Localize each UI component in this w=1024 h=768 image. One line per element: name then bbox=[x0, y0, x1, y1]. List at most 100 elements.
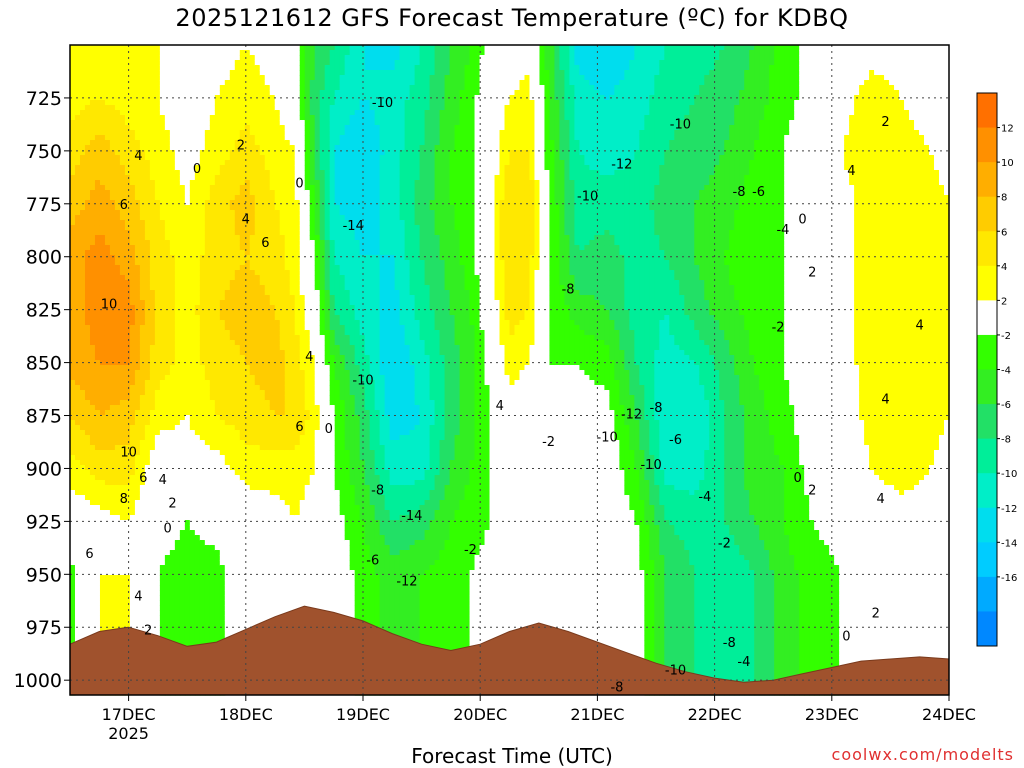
field-cell bbox=[149, 585, 156, 591]
field-cell bbox=[239, 505, 246, 511]
field-cell bbox=[174, 195, 181, 201]
field-cell bbox=[94, 190, 101, 196]
field-cell bbox=[174, 305, 181, 311]
field-cell bbox=[184, 170, 191, 176]
field-cell bbox=[159, 625, 166, 631]
field-cell bbox=[229, 80, 236, 86]
field-cell bbox=[84, 400, 91, 406]
field-cell bbox=[164, 130, 171, 136]
field-cell bbox=[114, 300, 121, 306]
field-cell bbox=[234, 605, 241, 611]
field-cell bbox=[139, 620, 146, 626]
field-cell bbox=[259, 290, 266, 296]
field-cell bbox=[179, 125, 186, 131]
field-cell bbox=[234, 100, 241, 106]
field-cell bbox=[74, 160, 81, 166]
field-cell bbox=[194, 615, 201, 621]
field-cell bbox=[114, 500, 121, 506]
field-cell bbox=[184, 260, 191, 266]
field-cell bbox=[119, 145, 126, 151]
field-cell bbox=[104, 200, 111, 206]
field-cell bbox=[79, 60, 86, 66]
field-cell bbox=[109, 65, 116, 71]
field-cell bbox=[89, 370, 96, 376]
field-cell bbox=[99, 255, 106, 261]
field-cell bbox=[189, 440, 196, 446]
field-cell bbox=[259, 195, 266, 201]
field-cell bbox=[199, 275, 206, 281]
field-cell bbox=[244, 120, 251, 126]
field-cell bbox=[159, 350, 166, 356]
field-cell bbox=[164, 530, 171, 536]
field-cell bbox=[134, 120, 141, 126]
field-cell bbox=[179, 530, 186, 536]
field-cell bbox=[194, 325, 201, 331]
field-cell bbox=[74, 210, 81, 216]
field-cell bbox=[254, 170, 261, 176]
field-cell bbox=[234, 445, 241, 451]
field-cell bbox=[174, 590, 181, 596]
field-cell bbox=[139, 255, 146, 261]
field-cell bbox=[119, 525, 126, 531]
field-cell bbox=[134, 495, 141, 501]
field-cell bbox=[114, 70, 121, 76]
field-cell bbox=[234, 485, 241, 491]
field-cell bbox=[189, 55, 196, 61]
field-cell bbox=[119, 260, 126, 266]
field-cell bbox=[224, 485, 231, 491]
field-cell bbox=[89, 450, 96, 456]
field-cell bbox=[159, 240, 166, 246]
field-cell bbox=[79, 210, 86, 216]
field-cell bbox=[164, 300, 171, 306]
field-cell bbox=[119, 105, 126, 111]
field-cell bbox=[84, 555, 91, 561]
field-cell bbox=[119, 415, 126, 421]
field-cell bbox=[164, 415, 171, 421]
field-cell bbox=[104, 70, 111, 76]
field-cell bbox=[114, 405, 121, 411]
field-cell bbox=[214, 600, 221, 606]
field-cell bbox=[154, 430, 161, 436]
field-cell bbox=[109, 325, 116, 331]
field-cell bbox=[104, 410, 111, 416]
field-cell bbox=[224, 320, 231, 326]
field-cell bbox=[99, 250, 106, 256]
field-cell bbox=[104, 495, 111, 501]
field-cell bbox=[124, 360, 131, 366]
field-cell bbox=[79, 50, 86, 56]
field-cell bbox=[179, 600, 186, 606]
field-cell bbox=[179, 450, 186, 456]
field-cell bbox=[204, 170, 211, 176]
field-cell bbox=[70, 435, 76, 441]
field-cell bbox=[114, 455, 121, 461]
field-cell bbox=[144, 190, 151, 196]
field-cell bbox=[249, 495, 256, 501]
field-cell bbox=[79, 320, 86, 326]
field-cell bbox=[114, 275, 121, 281]
field-cell bbox=[74, 300, 81, 306]
field-cell bbox=[194, 425, 201, 431]
field-cell bbox=[239, 65, 246, 71]
field-cell bbox=[129, 410, 136, 416]
field-cell bbox=[149, 365, 156, 371]
field-cell bbox=[209, 315, 216, 321]
field-cell bbox=[234, 585, 241, 591]
field-cell bbox=[70, 270, 76, 276]
field-cell bbox=[249, 160, 256, 166]
field-cell bbox=[184, 400, 191, 406]
field-cell bbox=[139, 380, 146, 386]
field-cell bbox=[70, 450, 76, 456]
field-cell bbox=[229, 535, 236, 541]
field-cell bbox=[149, 575, 156, 581]
field-cell bbox=[234, 550, 241, 556]
field-cell bbox=[70, 315, 76, 321]
field-cell bbox=[244, 525, 251, 531]
field-cell bbox=[214, 145, 221, 151]
field-cell bbox=[199, 365, 206, 371]
field-cell bbox=[89, 275, 96, 281]
field-cell bbox=[169, 570, 176, 576]
field-cell bbox=[224, 405, 231, 411]
field-cell bbox=[169, 585, 176, 591]
field-cell bbox=[214, 335, 221, 341]
field-cell bbox=[164, 210, 171, 216]
